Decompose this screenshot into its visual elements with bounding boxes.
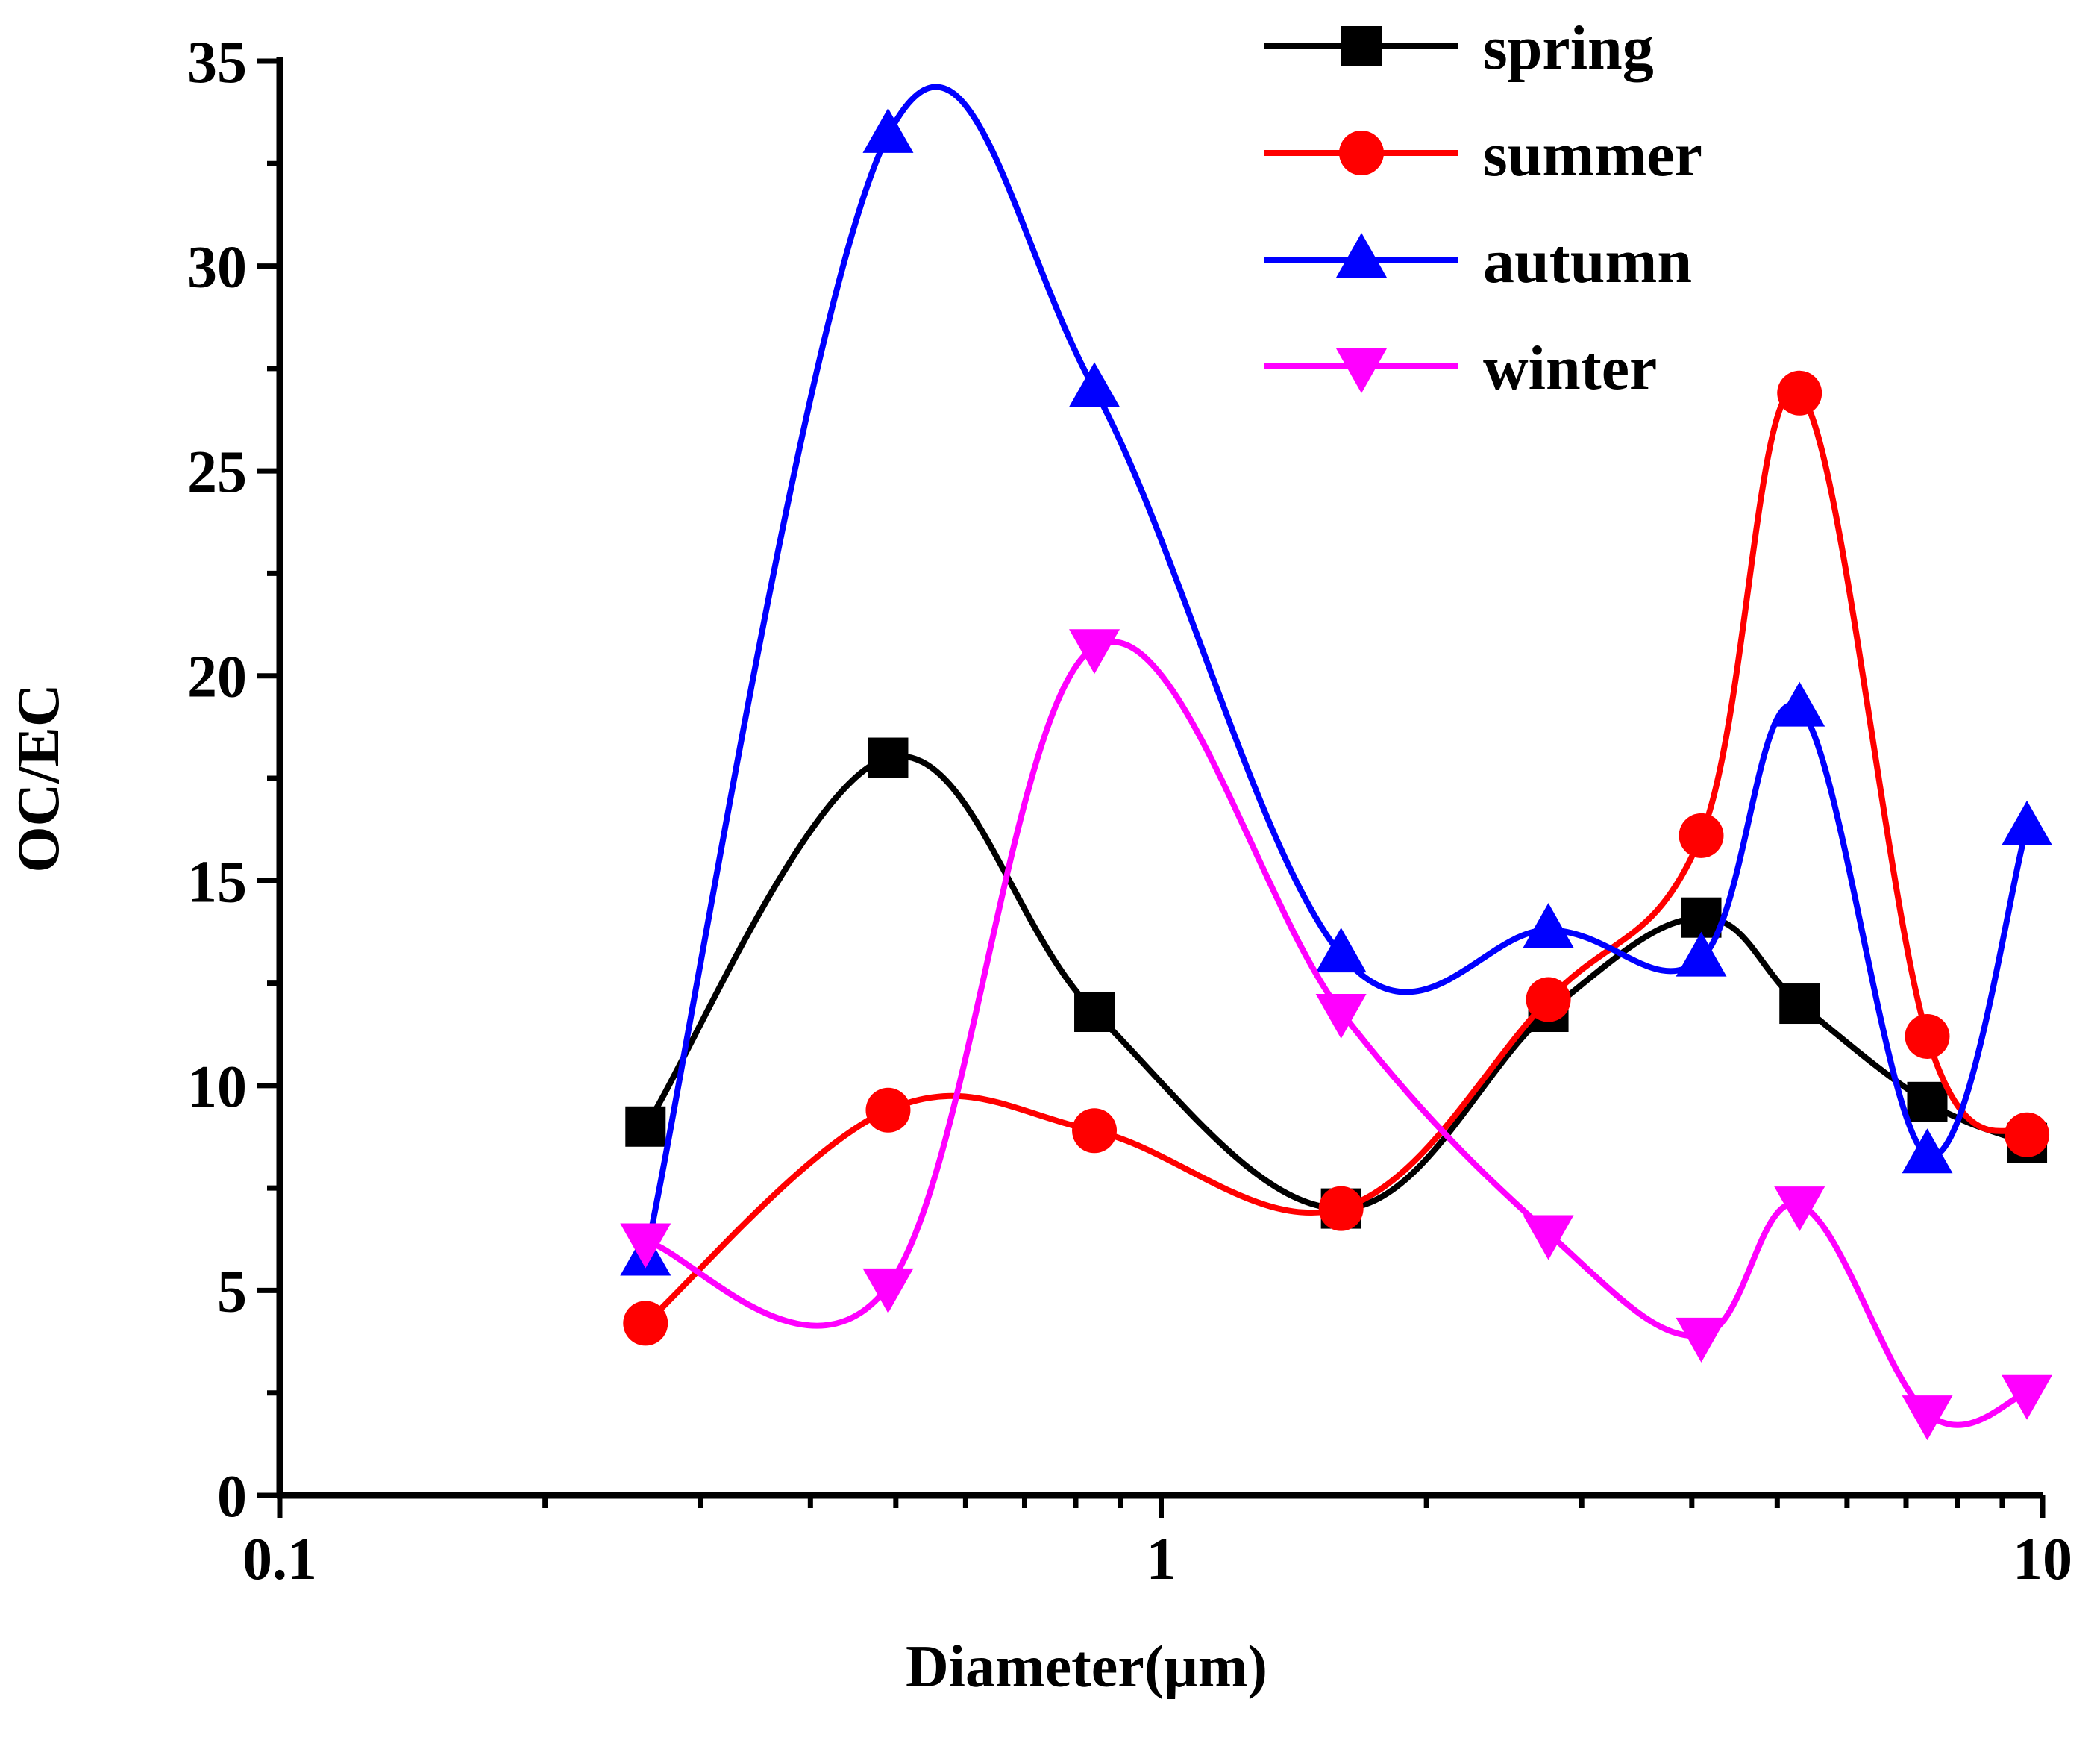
legend-label: spring: [1483, 13, 1654, 83]
y-tick-label: 15: [187, 849, 247, 915]
data-point-spring: [1681, 897, 1722, 938]
legend-item-autumn: autumn: [1264, 227, 1692, 296]
x-axis-title: Diameter(μm): [906, 1634, 1267, 1700]
legend-marker-summer: [1339, 131, 1384, 175]
data-point-winter: [1902, 1395, 1953, 1441]
data-point-autumn: [1523, 903, 1574, 948]
series-line-summer: [643, 387, 2029, 1326]
data-point-winter: [1523, 1215, 1574, 1260]
x-tick-label: 1: [1147, 1527, 1176, 1592]
data-point-spring: [1074, 992, 1115, 1033]
data-point-winter: [1069, 629, 1120, 675]
data-point-summer: [1905, 1013, 1950, 1059]
data-point-spring: [1907, 1081, 1948, 1122]
legend-label: autumn: [1483, 227, 1692, 296]
data-point-winter: [620, 1223, 671, 1269]
data-point-winter: [1676, 1317, 1727, 1363]
data-point-winter: [862, 1268, 914, 1313]
data-point-autumn: [2002, 800, 2053, 845]
data-point-autumn: [1774, 681, 1825, 727]
data-point-winter: [2002, 1374, 2053, 1420]
legend-label: summer: [1483, 120, 1702, 190]
series-line-winter: [645, 639, 2028, 1428]
y-tick-label: 35: [187, 30, 247, 96]
data-point-spring: [625, 1106, 666, 1147]
data-point-autumn: [1676, 931, 1727, 977]
y-tick-label: 10: [187, 1054, 247, 1120]
data-point-summer: [1318, 1186, 1364, 1231]
series-winter: [620, 629, 2053, 1441]
legend-marker-spring: [1341, 26, 1382, 66]
data-point-summer: [1526, 977, 1571, 1022]
series-line-spring: [642, 753, 2028, 1212]
y-tick-label: 20: [187, 645, 247, 710]
legend-label: winter: [1483, 334, 1657, 403]
data-point-summer: [1679, 813, 1724, 858]
series-line-autumn: [642, 84, 2030, 1259]
x-tick-label: 0.1: [242, 1527, 317, 1592]
legend-item-summer: summer: [1264, 120, 1702, 190]
data-point-winter: [1315, 994, 1367, 1039]
y-tick-label: 5: [217, 1259, 247, 1324]
y-axis-title: OC/EC: [6, 684, 72, 872]
legend-marker-winter: [1336, 348, 1387, 393]
legend-item-spring: spring: [1264, 13, 1654, 83]
data-point-summer: [865, 1087, 911, 1133]
y-tick-label: 30: [187, 235, 247, 301]
data-point-summer: [1072, 1108, 1118, 1154]
data-point-spring: [1779, 983, 1820, 1025]
series-summer: [623, 370, 2050, 1346]
data-point-autumn: [1902, 1128, 1953, 1174]
legend-item-winter: winter: [1264, 334, 1657, 403]
y-tick-label: 0: [217, 1464, 247, 1530]
series-autumn: [620, 84, 2053, 1276]
y-tick-label: 25: [187, 440, 247, 505]
data-point-summer: [1777, 370, 1822, 416]
data-point-autumn: [862, 107, 914, 153]
legend-marker-autumn: [1336, 233, 1387, 278]
data-point-autumn: [1315, 928, 1367, 973]
x-tick-label: 10: [2013, 1527, 2072, 1592]
data-point-summer: [2005, 1112, 2050, 1157]
data-point-summer: [623, 1301, 668, 1346]
data-point-autumn: [1069, 362, 1120, 407]
data-point-spring: [868, 737, 909, 778]
data-point-winter: [1774, 1186, 1825, 1232]
